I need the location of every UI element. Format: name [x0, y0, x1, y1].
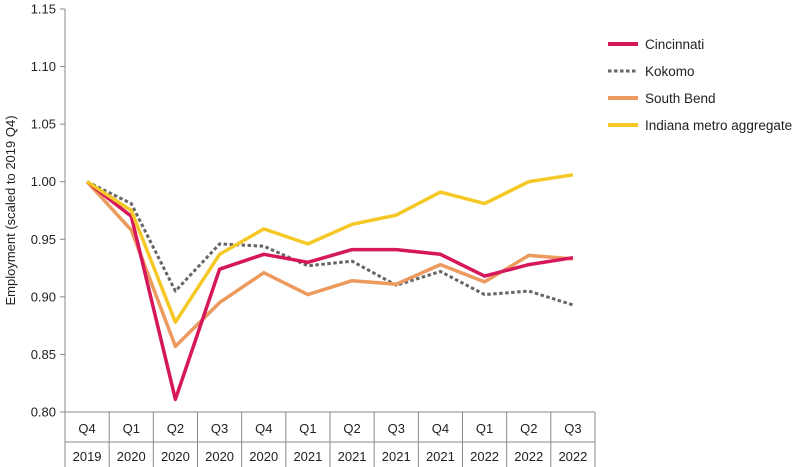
x-tick-label-quarter: Q1 — [123, 421, 140, 436]
y-tick-label: 0.80 — [31, 405, 56, 420]
axes-layer: 0.80 0.85 0.90 0.95 1.00 1.05 1.10 1.15 Employme… — [3, 2, 596, 467]
x-tick-label-quarter: Q4 — [432, 421, 449, 436]
x-tick-label-quarter: Q4 — [255, 421, 272, 436]
series-line-indiana-metro-aggregate — [86, 173, 574, 324]
legend: Cincinnati Kokomo South Bend Indiana metro … — [608, 37, 792, 133]
y-tick-label: 1.10 — [31, 59, 56, 74]
x-tick-label-quarter: Q1 — [299, 421, 316, 436]
x-tick-label-year: 2019 — [73, 449, 102, 464]
y-tick-label: 0.85 — [31, 347, 56, 362]
x-tick-label-year: 2021 — [426, 449, 455, 464]
y-tick-label: 1.05 — [31, 117, 56, 132]
x-tick-label-year: 2021 — [338, 449, 367, 464]
legend-label: Indiana metro aggregate — [645, 118, 792, 133]
series-line-cincinnati — [86, 180, 574, 402]
y-tick-label: 1.15 — [31, 2, 56, 17]
x-tick-label-quarter: Q2 — [167, 421, 184, 436]
x-tick-label-quarter: Q4 — [78, 421, 95, 436]
x-tick-label-year: 2020 — [117, 449, 146, 464]
series-line-south-bend — [85, 180, 574, 349]
x-tick-label-quarter: Q3 — [211, 421, 228, 436]
x-tick-label-year: 2020 — [161, 449, 190, 464]
series-line-kokomo — [86, 180, 574, 307]
x-tick-label-year: 2022 — [514, 449, 543, 464]
legend-label: Cincinnati — [645, 37, 704, 52]
x-tick-label-quarter: Q3 — [388, 421, 405, 436]
x-tick-label-quarter: Q3 — [564, 421, 581, 436]
x-tick-label-year: 2022 — [470, 449, 499, 464]
y-tick-label: 1.00 — [31, 174, 56, 189]
x-tick-label-year: 2021 — [382, 449, 411, 464]
x-tick-label-quarter: Q2 — [520, 421, 537, 436]
x-tick-label-year: 2021 — [293, 449, 322, 464]
legend-label: Kokomo — [645, 64, 695, 79]
legend-label: South Bend — [645, 91, 716, 106]
x-tick-label-quarter: Q1 — [476, 421, 493, 436]
x-tick-label-year: 2020 — [205, 449, 234, 464]
y-tick-label: 0.90 — [31, 289, 56, 304]
x-tick-label-year: 2022 — [558, 449, 587, 464]
series-layer — [85, 173, 574, 402]
x-tick-label-year: 2020 — [249, 449, 278, 464]
y-axis-title: Employment (scaled to 2019 Q4) — [3, 115, 18, 305]
x-tick-label-quarter: Q2 — [343, 421, 360, 436]
y-tick-label: 0.95 — [31, 232, 56, 247]
